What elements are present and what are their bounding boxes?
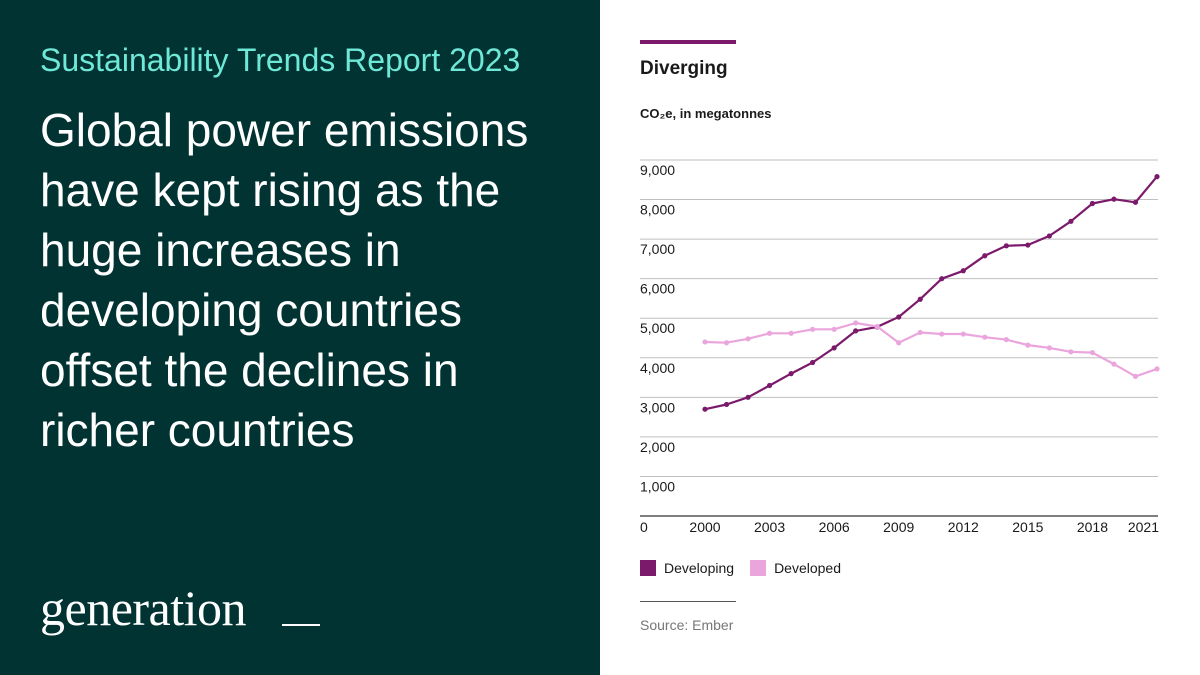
x-tick-label: 2012 <box>948 519 979 535</box>
x-tick-label: 2006 <box>819 519 850 535</box>
source-rule <box>640 601 736 602</box>
legend-item-developed: Developed <box>750 560 841 576</box>
data-point-developing <box>1154 174 1160 180</box>
legend: Developing Developed <box>640 560 857 576</box>
data-point-developed <box>1046 345 1052 351</box>
legend-item-developing: Developing <box>640 560 734 576</box>
x-tick-label: 2018 <box>1077 519 1108 535</box>
line-chart: 1,000 2,000 3,000 4,000 5,000 6,000 7,000 8,000… <box>640 159 1160 535</box>
data-point-developed <box>1003 336 1009 343</box>
data-point-developing <box>831 345 837 351</box>
data-point-developed <box>896 340 902 346</box>
data-point-developed <box>810 326 816 332</box>
y-axis-unit-label: CO₂e, in megatonnes <box>640 106 772 121</box>
y-tick-label: 2,000 <box>640 439 675 455</box>
data-point-developing <box>1132 199 1139 205</box>
data-point-developing <box>1111 196 1117 202</box>
series-line-developing <box>703 175 1159 411</box>
data-point-developing <box>939 276 945 282</box>
data-point-developing <box>702 406 708 412</box>
data-point-developed <box>874 323 880 330</box>
data-point-developing <box>723 401 730 408</box>
data-point-developing <box>896 314 902 320</box>
data-point-developing <box>766 382 773 389</box>
data-point-developing <box>1025 242 1031 248</box>
data-point-developing <box>1046 233 1052 239</box>
data-point-developing <box>1068 218 1074 224</box>
y-tick-label: 8,000 <box>640 202 675 218</box>
data-point-developed <box>1089 350 1096 356</box>
y-tick-label: 1,000 <box>640 478 675 494</box>
data-point-developed <box>723 340 730 346</box>
data-point-developed <box>1154 366 1160 372</box>
data-point-developed <box>831 326 837 332</box>
y-tick-label: 6,000 <box>640 281 675 297</box>
data-point-developing <box>1003 243 1009 249</box>
accent-rule <box>640 40 736 44</box>
data-point-developing <box>1089 200 1096 207</box>
headline: Global power emissions have kept rising … <box>40 104 529 456</box>
data-point-developed <box>1025 342 1031 348</box>
report-title: Sustainability Trends Report 2023 <box>40 42 521 78</box>
left-panel: Sustainability Trends Report 2023 Global… <box>0 0 600 675</box>
data-point-developed <box>939 331 945 337</box>
x-tick-label: 2021 <box>1128 519 1159 535</box>
chart-panel: Diverging CO₂e, in megatonnes 1,000 2,000… <box>600 0 1200 675</box>
data-point-developing <box>982 253 988 259</box>
y-tick-label: 0 <box>640 519 648 535</box>
x-tick-label: 2009 <box>883 519 914 535</box>
legend-swatch-developed <box>750 560 767 576</box>
data-point-developing <box>745 394 751 400</box>
y-tick-label: 5,000 <box>640 320 675 336</box>
data-point-developed <box>788 330 794 336</box>
data-point-developing <box>788 371 794 377</box>
data-point-developed <box>960 331 966 337</box>
data-point-developing <box>810 359 816 366</box>
source-note: Source: Ember <box>640 617 734 633</box>
data-point-developed <box>766 330 773 336</box>
brand-logo: generation <box>40 580 247 636</box>
x-tick-label: 2015 <box>1012 519 1043 535</box>
data-point-developing <box>917 296 923 302</box>
x-tick-label: 2000 <box>689 519 720 535</box>
series-line-developed <box>703 321 1159 378</box>
data-point-developed <box>982 334 988 340</box>
legend-label-developed: Developed <box>774 560 841 576</box>
y-tick-label: 7,000 <box>640 241 675 257</box>
data-point-developed <box>1111 361 1117 367</box>
data-point-developed <box>702 339 708 345</box>
y-tick-label: 3,000 <box>640 399 675 415</box>
data-point-developed <box>1132 373 1139 379</box>
y-tick-label: 4,000 <box>640 360 675 376</box>
chart-title: Diverging <box>640 58 728 79</box>
data-point-developed <box>1068 349 1074 355</box>
data-point-developed <box>853 320 859 326</box>
brand-logo-underline <box>282 624 320 626</box>
legend-swatch-developing <box>640 560 656 576</box>
data-point-developing <box>853 328 859 334</box>
y-tick-label: 9,000 <box>640 162 675 178</box>
data-point-developed <box>745 336 751 342</box>
legend-label-developing: Developing <box>664 560 735 576</box>
data-point-developed <box>917 329 923 336</box>
data-point-developing <box>960 268 966 274</box>
x-tick-label: 2003 <box>754 519 785 535</box>
